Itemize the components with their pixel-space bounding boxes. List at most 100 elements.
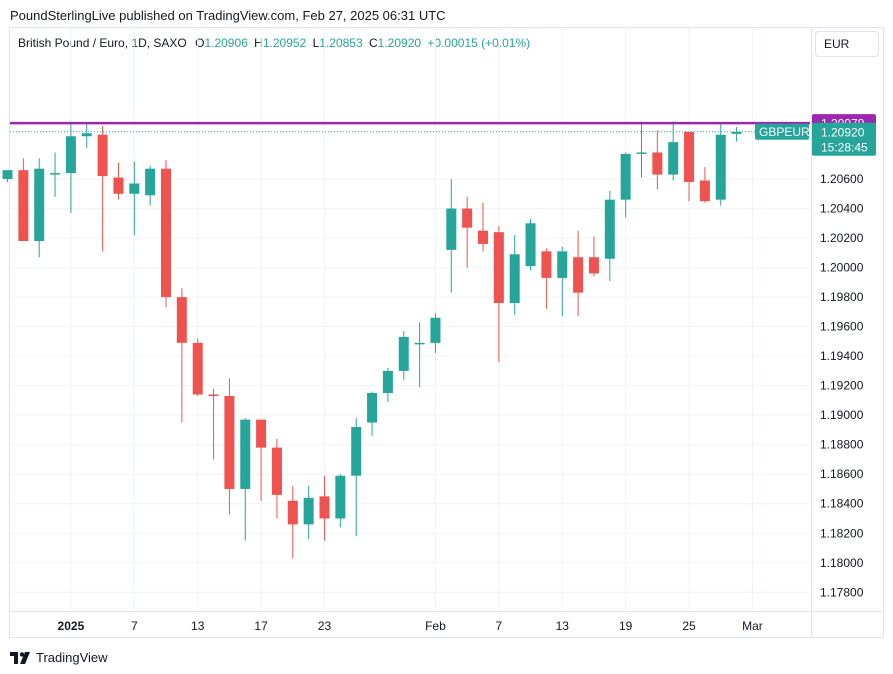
candle-body <box>715 134 726 200</box>
price-tick-label: 1.20600 <box>820 172 864 186</box>
legend-open-label: O <box>195 36 205 50</box>
candle-body <box>113 177 124 194</box>
time-tick-label: 13 <box>556 619 570 633</box>
candle-body <box>478 230 488 244</box>
candle-body <box>541 251 552 278</box>
candle-body <box>731 131 742 134</box>
candle-body <box>430 317 441 343</box>
candle-body <box>287 500 298 525</box>
candle-body <box>604 199 615 259</box>
candle-body <box>668 142 679 175</box>
price-tick-label: 1.20400 <box>820 202 864 216</box>
candle-body <box>65 136 76 174</box>
last-price-label: 1.20920 <box>821 125 865 139</box>
chart-frame <box>9 27 884 638</box>
time-tick-label: 7 <box>131 619 138 633</box>
candle-body <box>240 419 251 489</box>
candle-body <box>2 170 13 180</box>
legend-close-label: C <box>369 36 378 50</box>
price-tick-label: 1.19800 <box>820 290 864 304</box>
candle-body <box>129 183 140 194</box>
time-tick-label: 25 <box>682 619 696 633</box>
tradingview-logo-icon <box>10 651 30 664</box>
candle-body <box>557 251 568 278</box>
price-tick-label: 1.18600 <box>820 467 864 481</box>
candle-body <box>335 475 346 519</box>
price-tick-label: 1.18800 <box>820 438 864 452</box>
grid <box>10 28 883 637</box>
time-tick-label: 7 <box>496 619 503 633</box>
price-axis: 1.17800 1.18000 1.18200 1.18400 1.18600 1.188… <box>820 172 864 599</box>
candle-body <box>303 497 314 525</box>
candle-body <box>18 170 29 242</box>
price-tick-label: 1.19200 <box>820 379 864 393</box>
price-tick-label: 1.18400 <box>820 497 864 511</box>
candle-body <box>446 208 457 250</box>
legend-high-label: H <box>254 36 263 50</box>
price-tick-label: 1.19600 <box>820 320 864 334</box>
candle-body <box>271 447 282 495</box>
time-tick-label: Mar <box>742 619 763 633</box>
candle-body <box>684 131 695 182</box>
candle-body <box>81 133 92 137</box>
time-axis: 2025 7 13 17 23 Feb 7 13 19 25 Mar <box>58 619 763 633</box>
time-tick-label: 23 <box>318 619 332 633</box>
candle-body <box>319 496 330 519</box>
candle-body <box>97 134 108 177</box>
time-tick-label: 17 <box>254 619 268 633</box>
candle-body <box>398 336 409 371</box>
candle-body <box>636 152 647 154</box>
price-tick-label: 1.19000 <box>820 408 864 422</box>
candle-body <box>224 395 235 489</box>
candle-body <box>620 153 631 200</box>
legend-low-label: L <box>312 36 320 50</box>
candle-body <box>462 208 473 228</box>
legend-change: +0.00015 (+0.01%) <box>427 36 531 50</box>
legend-close-value: 1.20920 <box>377 36 422 50</box>
candle-body <box>525 223 536 267</box>
symbol-tag <box>755 123 809 140</box>
candle-body <box>699 180 710 202</box>
candle-body <box>367 393 378 423</box>
last-price-tag <box>812 122 876 156</box>
candle-body <box>145 168 156 196</box>
candle-body <box>34 168 45 242</box>
chart-legend: British Pound / Euro, 1D, SAXO O1.20906 … <box>18 36 530 50</box>
tradingview-brand: TradingView <box>36 650 108 665</box>
price-tick-label: 1.20000 <box>820 261 864 275</box>
symbol-tag-label: GBPEUR <box>759 125 810 139</box>
time-tick-label: 2025 <box>58 619 85 633</box>
legend-low-value: 1.20853 <box>319 36 363 50</box>
candle-body <box>652 152 663 175</box>
candle-body <box>176 297 187 343</box>
price-tick-label: 1.18000 <box>820 556 864 570</box>
candle-body <box>588 257 599 274</box>
price-tick-label: 1.20200 <box>820 231 864 245</box>
countdown-label: 15:28:45 <box>821 140 868 154</box>
candle-body <box>256 419 267 448</box>
time-tick-label: Feb <box>425 619 446 633</box>
legend-high-value: 1.20952 <box>262 36 307 50</box>
candle-body <box>50 173 61 175</box>
candle-body <box>382 370 393 394</box>
publisher-line: PoundSterlingLive published on TradingVi… <box>10 8 446 23</box>
candles <box>2 121 742 559</box>
time-tick-label: 19 <box>619 619 633 633</box>
price-tick-label: 1.19400 <box>820 349 864 363</box>
candle-body <box>509 254 520 304</box>
candle-body <box>192 342 203 395</box>
price-tick-label: 1.17800 <box>820 585 864 599</box>
legend-title: British Pound / Euro, 1D, SAXO <box>18 36 187 50</box>
candle-body <box>161 168 171 298</box>
candle-body <box>351 426 362 476</box>
candle-body <box>493 232 504 304</box>
candle-body <box>208 394 219 397</box>
time-tick-label: 13 <box>191 619 205 633</box>
candle-body <box>414 342 425 345</box>
legend-open-value: 1.20906 <box>204 36 248 50</box>
tradingview-logo[interactable]: TradingView <box>10 650 108 665</box>
currency-button[interactable]: EUR <box>815 31 879 57</box>
candle-body <box>573 257 584 293</box>
